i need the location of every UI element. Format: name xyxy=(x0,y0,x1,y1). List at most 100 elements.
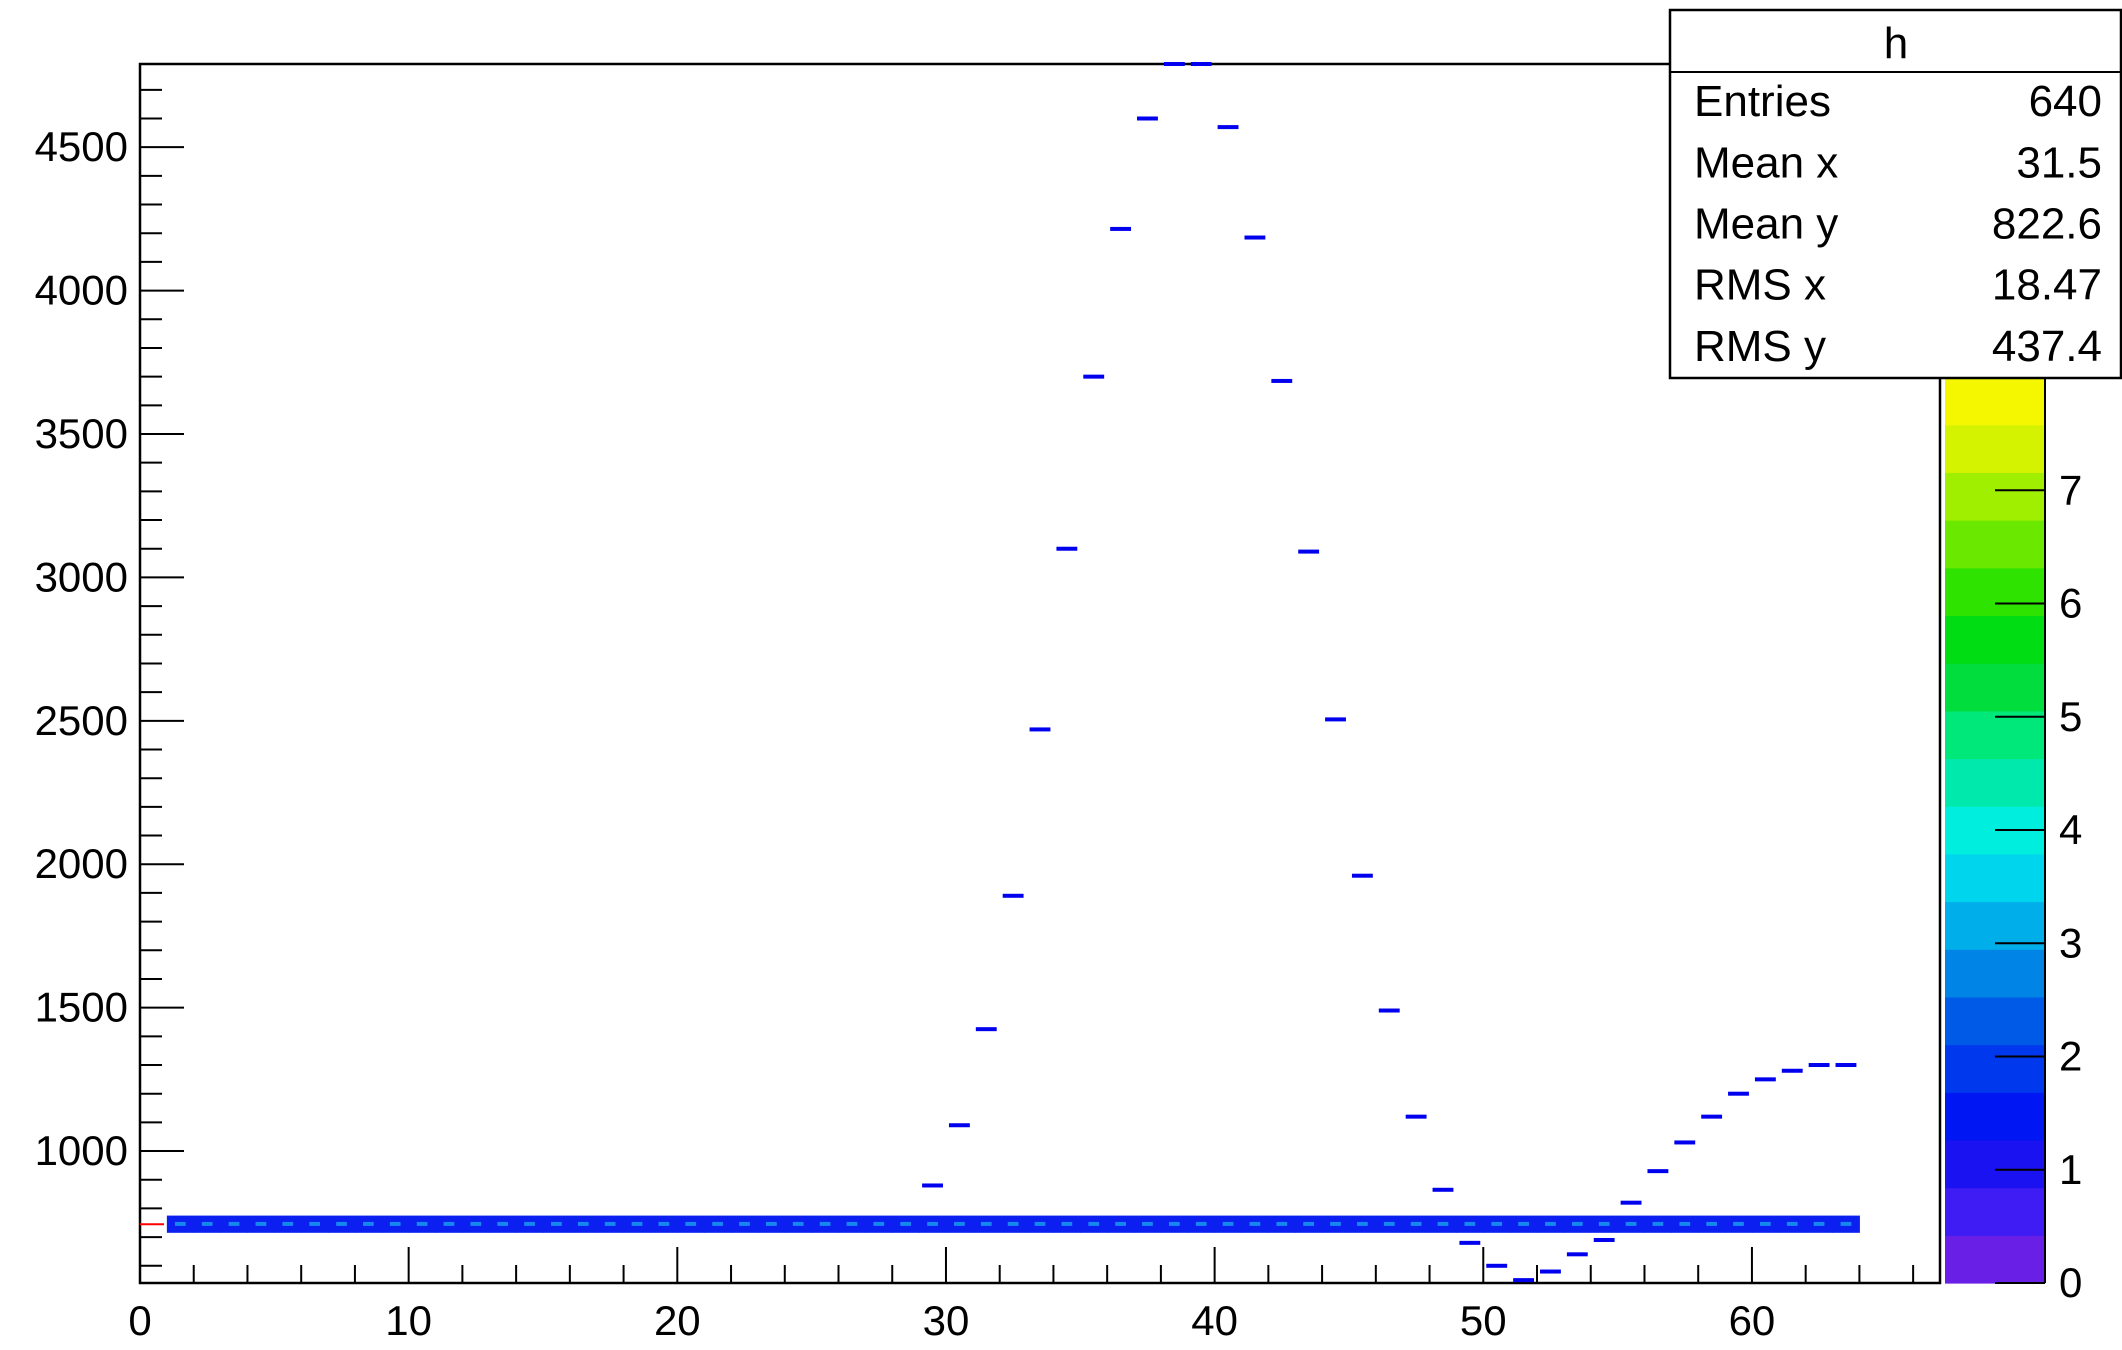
band-bin-highlight xyxy=(1786,1221,1798,1226)
band-bin-highlight xyxy=(497,1221,509,1226)
band-bin-highlight xyxy=(1088,1221,1100,1226)
data-point xyxy=(1244,235,1266,240)
band-bin-highlight xyxy=(1813,1221,1825,1226)
band-bin-highlight xyxy=(954,1221,965,1226)
band-bin-highlight xyxy=(1410,1221,1422,1226)
band-bin-highlight xyxy=(1679,1221,1691,1226)
palette-tick-label: 1 xyxy=(2059,1146,2082,1193)
band-bin-highlight xyxy=(1571,1221,1583,1226)
data-point xyxy=(1029,727,1051,732)
band-bin-highlight xyxy=(1840,1221,1852,1226)
band-bin-highlight xyxy=(658,1221,670,1226)
data-point xyxy=(1701,1114,1723,1119)
band-bin-highlight xyxy=(927,1221,938,1226)
palette-segment xyxy=(1945,758,2045,807)
palette-tick-label: 3 xyxy=(2059,919,2082,966)
palette-tick-label: 4 xyxy=(2059,806,2082,853)
band-layer xyxy=(140,1215,1860,1233)
band-bin-highlight xyxy=(900,1221,912,1226)
palette-tick-label: 0 xyxy=(2059,1259,2082,1306)
data-point xyxy=(1325,717,1346,722)
x-tick-label: 40 xyxy=(1191,1297,1238,1344)
band-bin-highlight xyxy=(551,1221,562,1226)
band-bin-highlight xyxy=(1357,1221,1368,1226)
x-tick-label: 20 xyxy=(654,1297,701,1344)
palette-segment xyxy=(1945,1235,2045,1284)
x-tick-label: 50 xyxy=(1460,1297,1507,1344)
palette-segment xyxy=(1945,615,2045,664)
data-point xyxy=(1137,116,1158,121)
band-bin-highlight xyxy=(631,1221,643,1226)
band-bin-highlight xyxy=(1249,1221,1261,1226)
band-bin-highlight xyxy=(1733,1221,1744,1226)
band-bin-highlight xyxy=(792,1221,804,1226)
y-tick-label: 2000 xyxy=(35,840,128,887)
stats-box-title: h xyxy=(1884,19,1908,68)
stats-row-label: RMS y xyxy=(1694,322,1826,371)
x-tick-label: 30 xyxy=(923,1297,970,1344)
data-point xyxy=(1513,1278,1535,1283)
palette-segment xyxy=(1945,663,2045,712)
y-tick-label: 2500 xyxy=(35,697,128,744)
stats-row-label: Mean x xyxy=(1694,138,1838,187)
band-bin-highlight xyxy=(1706,1221,1718,1226)
band-bin-highlight xyxy=(739,1221,750,1226)
y-tick-label: 4500 xyxy=(35,123,128,170)
data-point xyxy=(1808,1063,1830,1068)
palette-segment xyxy=(1945,996,2045,1046)
palette-segment xyxy=(1945,901,2045,950)
color-palette: 0 1 2 3 4 5 6 7 xyxy=(1945,377,2082,1306)
band-bin-highlight xyxy=(282,1221,294,1226)
data-point xyxy=(1298,549,1320,554)
palette-segment xyxy=(1945,949,2045,998)
data-point xyxy=(975,1027,997,1032)
x-tick-label: 60 xyxy=(1729,1297,1776,1344)
data-point xyxy=(1002,893,1024,898)
band-bin-highlight xyxy=(524,1221,535,1226)
palette-segment xyxy=(1945,567,2045,617)
data-point xyxy=(1083,374,1105,379)
band-bin-highlight xyxy=(1115,1221,1126,1226)
data-point xyxy=(948,1123,970,1128)
band-bin-highlight xyxy=(1276,1221,1288,1226)
x-tick-label: 10 xyxy=(385,1297,432,1344)
data-point xyxy=(1647,1169,1669,1174)
band-bin-highlight xyxy=(443,1221,455,1226)
palette-segment xyxy=(1945,424,2045,473)
band-bin-highlight xyxy=(1518,1221,1529,1226)
data-point xyxy=(1540,1269,1561,1274)
data-point xyxy=(1486,1263,1508,1268)
band-bin-highlight xyxy=(1142,1221,1153,1226)
data-point xyxy=(1835,1063,1857,1068)
band-bin-highlight xyxy=(577,1221,589,1226)
stats-box: h Entries 640 Mean x 31.5 Mean y 822.6 RMS x 18.… xyxy=(1668,8,2122,380)
band-bin-highlight xyxy=(1330,1221,1341,1226)
y-tick-label: 3500 xyxy=(35,410,128,457)
data-point xyxy=(1593,1237,1615,1242)
data-point xyxy=(1271,378,1293,383)
palette-tick-label: 2 xyxy=(2059,1033,2082,1080)
palette-segment xyxy=(1945,710,2045,760)
data-point xyxy=(1674,1140,1696,1145)
band-bin-highlight xyxy=(1491,1221,1503,1226)
stats-row-value: 822.6 xyxy=(1992,199,2102,248)
data-point xyxy=(1163,62,1185,66)
band-bin-highlight xyxy=(1195,1221,1207,1226)
data-point xyxy=(1405,1114,1427,1119)
band-bin-highlight xyxy=(1437,1221,1449,1226)
y-tick-label: 1500 xyxy=(35,984,128,1031)
band-bin-highlight xyxy=(1222,1221,1234,1226)
band-bin-highlight xyxy=(470,1221,482,1226)
band-bin-highlight xyxy=(819,1221,831,1226)
data-point xyxy=(1351,873,1373,878)
band-bin-highlight xyxy=(873,1221,885,1226)
band-bin-highlight xyxy=(201,1221,213,1226)
band-bin-highlight xyxy=(309,1221,320,1226)
band-bin-highlight xyxy=(1625,1221,1637,1226)
palette-segment xyxy=(1945,1092,2045,1141)
palette-segment xyxy=(1945,1139,2045,1189)
band-bin-highlight xyxy=(1598,1221,1610,1226)
palette-segment xyxy=(1945,1044,2045,1093)
stats-row-value: 18.47 xyxy=(1992,261,2102,310)
